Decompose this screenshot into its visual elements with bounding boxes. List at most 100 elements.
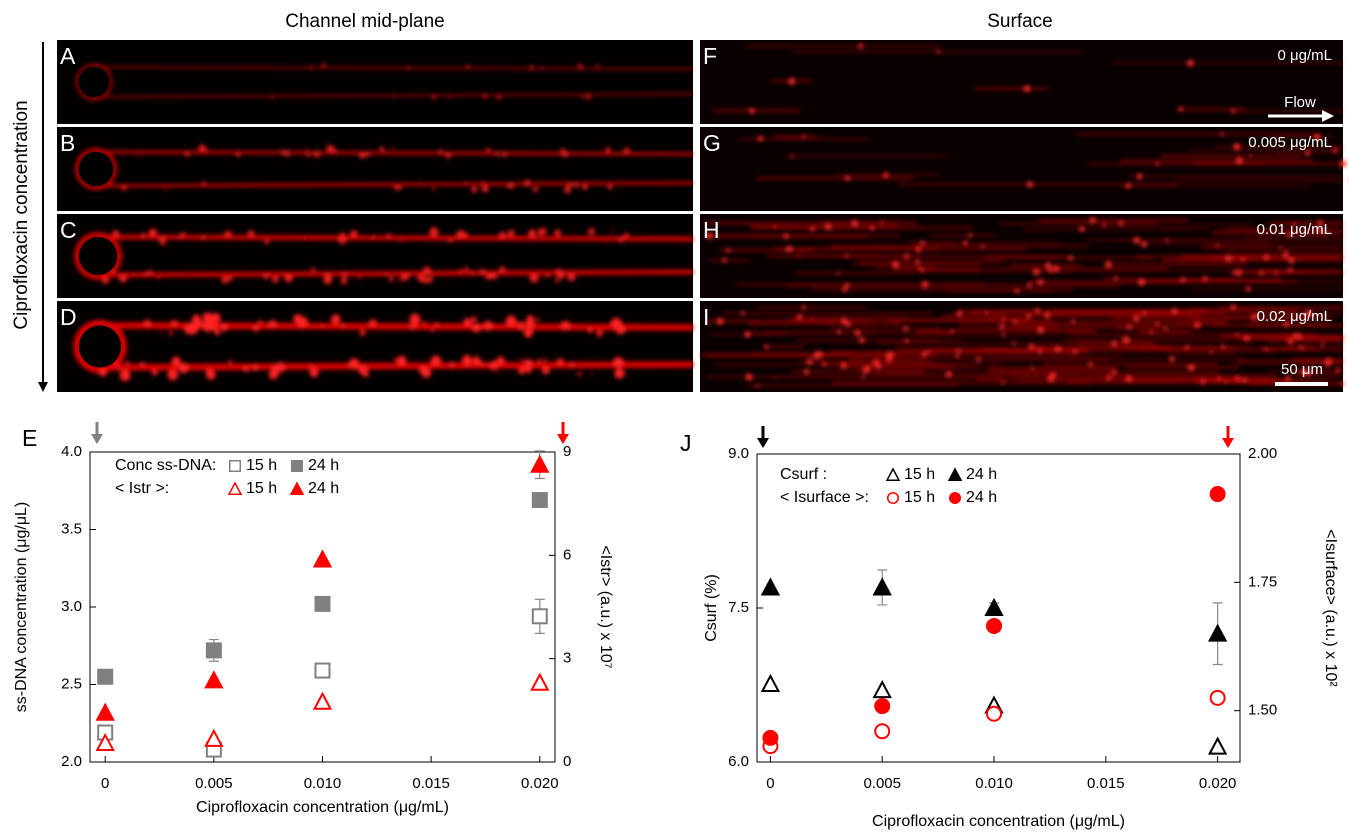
- speck: [192, 314, 201, 324]
- cell: [1079, 226, 1085, 232]
- speck: [431, 94, 437, 100]
- cell: [1027, 283, 1032, 288]
- y2-tick-label: 6: [563, 546, 571, 563]
- speck: [279, 149, 285, 155]
- y-axis-label: ss-DNA concentration (μg/μL): [13, 502, 30, 713]
- speck: [430, 355, 442, 366]
- speck: [143, 319, 152, 328]
- speck: [483, 320, 493, 331]
- micrograph: [57, 127, 693, 211]
- speck: [268, 320, 277, 329]
- speck: [180, 232, 186, 238]
- channel: [74, 144, 694, 194]
- micrograph: [57, 214, 693, 298]
- cell: [1220, 132, 1224, 136]
- cell: [749, 107, 755, 114]
- speck: [358, 151, 366, 159]
- y2-tick-label: 1.50: [1248, 702, 1277, 719]
- y2-axis-label: <Istr> (a.u.) x 10⁷: [597, 545, 614, 668]
- cell: [955, 354, 960, 358]
- speck: [523, 328, 533, 338]
- legend-group-label: < Istr >:: [115, 480, 169, 497]
- x-tick-label: 0.010: [975, 775, 1013, 792]
- marker: [95, 702, 115, 721]
- speck: [350, 230, 358, 238]
- speck: [224, 230, 232, 239]
- channel-wall: [93, 93, 694, 98]
- legend-group-label: < Isurface >:: [780, 489, 869, 506]
- speck: [406, 66, 411, 70]
- cell: [1248, 154, 1253, 158]
- cell: [920, 240, 925, 246]
- cell: [726, 248, 731, 253]
- speck: [604, 239, 607, 242]
- channel-wall: [95, 181, 694, 188]
- marker: [204, 670, 224, 689]
- marker: [1207, 623, 1228, 642]
- cell: [821, 362, 827, 367]
- cell: [1298, 335, 1303, 340]
- cell: [956, 348, 961, 353]
- marker: [531, 492, 548, 509]
- marker: [760, 673, 781, 692]
- speck: [623, 147, 630, 154]
- cell: [1215, 243, 1219, 248]
- speck: [113, 361, 118, 366]
- cell: [1178, 106, 1184, 112]
- channel: [75, 63, 694, 101]
- speck: [518, 325, 525, 331]
- speck: [429, 227, 439, 237]
- speck: [171, 319, 178, 327]
- speck: [528, 229, 537, 238]
- speck: [555, 268, 562, 275]
- legend-swatch: [289, 481, 305, 495]
- speck: [447, 239, 452, 243]
- speck: [138, 362, 141, 366]
- cell: [1028, 344, 1035, 350]
- speck: [326, 144, 334, 152]
- cell: [764, 344, 769, 349]
- marker: [986, 617, 1003, 634]
- panel-label: J: [680, 430, 692, 456]
- cell: [1169, 356, 1175, 362]
- speck: [573, 181, 579, 188]
- x-tick-label: 0.015: [1087, 775, 1125, 792]
- speck: [520, 358, 524, 362]
- speck: [190, 321, 200, 331]
- cell: [1149, 330, 1154, 334]
- speck: [400, 239, 404, 242]
- speck: [541, 66, 545, 70]
- cell: [861, 375, 865, 379]
- speck: [582, 184, 588, 190]
- speck: [379, 146, 385, 152]
- speck: [465, 361, 470, 367]
- speck: [140, 362, 146, 367]
- speck: [611, 229, 614, 233]
- column-title: Channel mid-plane: [285, 11, 445, 32]
- speck: [445, 152, 452, 159]
- speck: [229, 362, 232, 366]
- cell: [1155, 321, 1160, 326]
- cell: [859, 337, 866, 344]
- cell: [836, 271, 840, 275]
- speck: [200, 235, 206, 241]
- speck: [164, 188, 167, 191]
- speck: [391, 146, 395, 150]
- speck: [561, 150, 568, 157]
- legend-label: 15 h: [246, 480, 277, 497]
- cell: [1048, 268, 1053, 273]
- side-label: Ciprofloxacin concentration: [11, 100, 32, 329]
- speck: [515, 322, 520, 326]
- speck: [243, 366, 250, 372]
- speck: [303, 236, 307, 240]
- speck: [493, 360, 498, 365]
- micrograph: [57, 40, 693, 124]
- channel-wall: [97, 234, 694, 242]
- legend-swatch: [227, 481, 243, 495]
- legend-label: 24 h: [966, 466, 997, 483]
- speck: [618, 236, 624, 243]
- speck: [368, 319, 377, 327]
- speck: [247, 230, 255, 238]
- marker: [312, 691, 333, 710]
- cell: [783, 233, 789, 240]
